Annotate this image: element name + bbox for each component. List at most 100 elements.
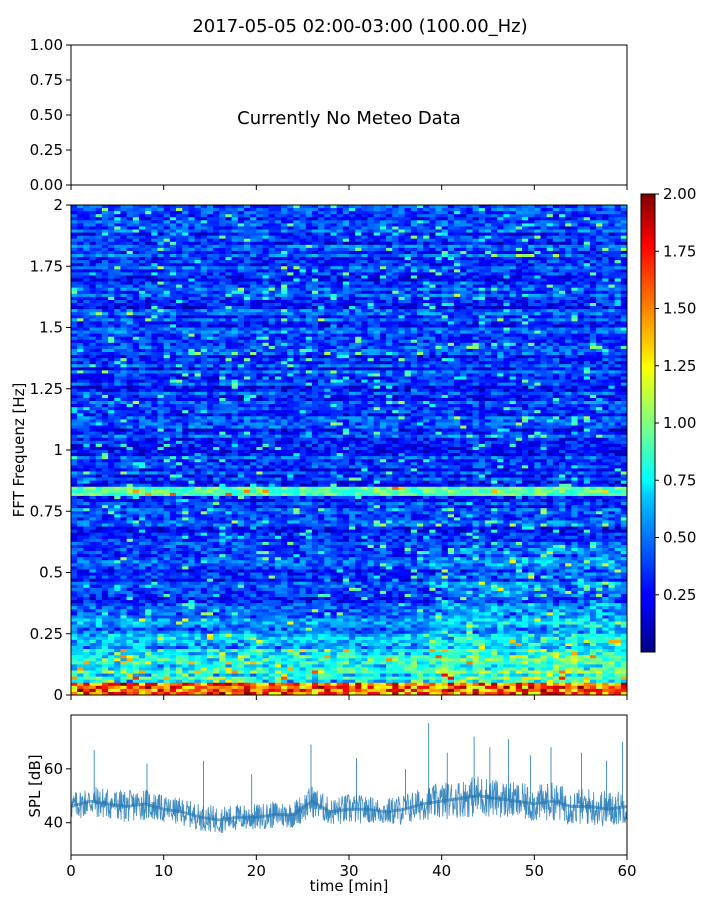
meteo-ytick-label: 0.00 [30,176,63,194]
spectrogram-cell [552,355,560,359]
spectrogram-cell [83,254,90,258]
spectrogram-cell [398,250,405,255]
spectrogram-cell [225,290,233,295]
spectrogram-cell [176,235,183,240]
spectrogram-cell [188,312,195,316]
spectrogram-cell [472,321,480,325]
spectrogram-cell [447,367,455,371]
spectrogram-cell [552,250,560,255]
spectrogram-cell [379,211,387,215]
spectrogram-cell [256,333,263,338]
spectrogram-cell [620,290,628,295]
spectrogram-cell [176,352,183,356]
spectrogram-cell [108,278,115,282]
spectrogram-cell [318,303,325,307]
spectrogram-cell [386,263,393,267]
spectrogram-cell [608,355,616,359]
spectrogram-cell [101,211,109,215]
spectrogram-cell [497,214,504,218]
spectrogram-cell [484,238,492,243]
spectrogram-cell [157,330,165,335]
spectrogram-cell [361,229,368,233]
spectrogram-cell [571,223,578,227]
spectrogram-cell [478,238,486,243]
spectrogram-cell [336,238,344,243]
spectrogram-cell [268,226,276,230]
spectrogram-cell [268,345,276,350]
spectrogram-cell [534,211,541,215]
spectrogram-cell [540,238,548,243]
spectrogram-cell [546,324,554,328]
spectrogram-cell [188,348,195,353]
spectrogram-cell [287,309,294,313]
spectrogram-cell [552,370,560,374]
spectrogram-cell [256,358,263,362]
spectrogram-cell [540,272,548,276]
spectrogram-cell [206,321,214,325]
spectrogram-cell [200,309,208,313]
spectrogram-cell [336,327,344,331]
spectrogram-cell [342,312,350,316]
spectrogram-cell [71,373,78,377]
spectrogram-cell [163,266,171,270]
spectrogram-cell [589,327,597,331]
spectrogram-cell [126,275,134,279]
spectrogram-cell [472,367,480,371]
spectrogram-cell [138,290,146,295]
spectrogram-cell [299,241,307,246]
spectrogram-cell [101,315,109,319]
spectrogram-cell [138,272,146,276]
spectrogram-cell [540,296,548,301]
spectrogram-cell [250,223,257,227]
spectrogram-cell [194,208,202,212]
spectrogram-cell [274,355,282,359]
spectrogram-cell [145,241,152,246]
spectrogram-cell [521,287,529,292]
spectrogram-cell [373,318,381,322]
spectrogram-cell [398,284,405,289]
spectrogram-cell [71,318,78,322]
spectrogram-cell [559,293,566,298]
spectrogram-cell [484,272,492,276]
spectrogram-cell [423,281,430,286]
spectrogram-cell [89,293,97,298]
spectrogram-cell [194,269,202,273]
spectrogram-cell [509,263,517,267]
spectrogram-cell [145,281,152,286]
spectrogram-cell [583,208,591,212]
spectrogram-cell [373,364,381,368]
spectrogram-cell [484,254,492,258]
spectrogram-cell [373,263,381,267]
spectrogram-cell [552,367,560,371]
spectrogram-cell [355,284,362,289]
spectrogram-cell [145,364,152,368]
spectrogram-cell [89,321,97,325]
spectrogram-cell [546,299,554,304]
spectrogram-cell [132,355,140,359]
spectrogram-cell [132,321,140,325]
spectrogram-cell [454,205,461,209]
spectrogram-cell [219,309,226,313]
spectrogram-cell [157,306,165,310]
spectrogram-cell [491,254,498,258]
spectrogram-cell [583,355,591,359]
spectrogram-cell [454,232,461,237]
spectrogram-cell [250,263,257,267]
spectrogram-cell [429,321,436,325]
spectrogram-cell [213,327,220,331]
spectrogram-cell [620,333,628,338]
spectrogram-cell [114,352,121,356]
spectrogram-cell [565,306,572,310]
spectrogram-cell [404,333,412,338]
spectrogram-cell [589,223,597,227]
spectrogram-cell [293,229,300,233]
spectrogram-cell [299,299,307,304]
spectrogram-cell [447,260,455,264]
spectrogram-cell [268,339,276,344]
spectrogram-cell [268,303,276,307]
spectrogram-cell [342,358,350,362]
spectrogram-cell [95,244,103,249]
spectrogram-cell [274,250,282,255]
spectrogram-cell [589,352,597,356]
spectrogram-cell [565,309,572,313]
